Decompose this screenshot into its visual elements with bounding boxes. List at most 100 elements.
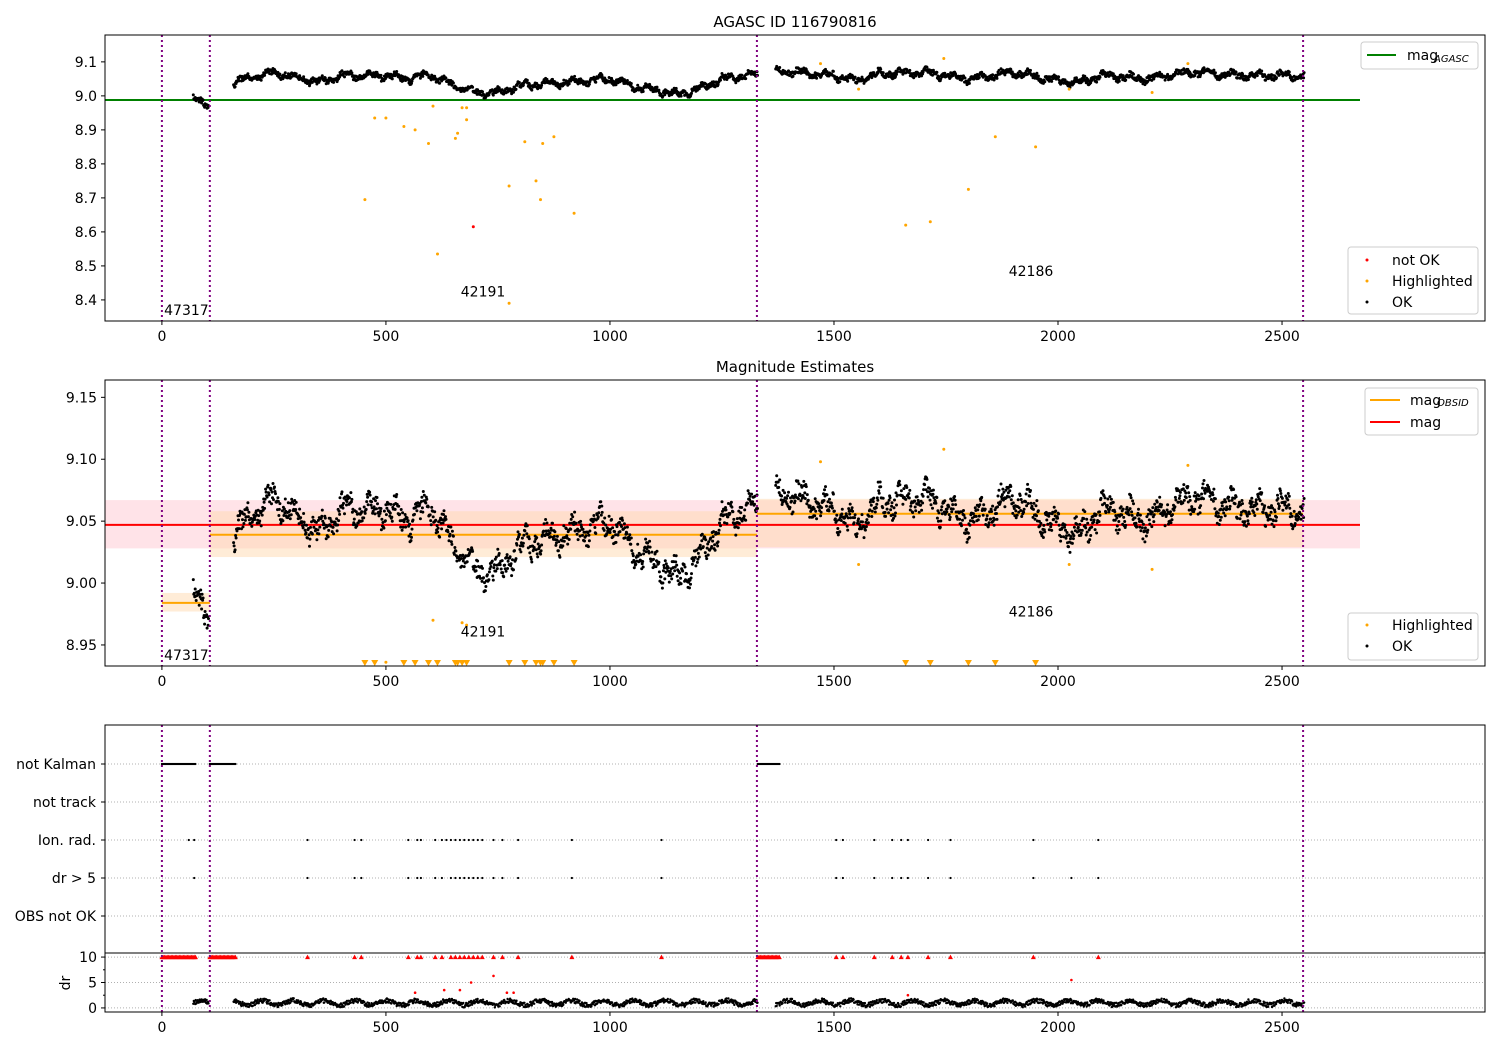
ok-point (886, 501, 890, 505)
ok-point (1224, 500, 1228, 504)
ok-point (1184, 496, 1188, 500)
ok-point (297, 522, 301, 526)
highlighted-point (373, 116, 377, 120)
ok-point (995, 76, 999, 80)
ok-point (1220, 504, 1224, 508)
ok-point (838, 530, 842, 534)
ok-point (449, 540, 453, 544)
ok-point (618, 520, 621, 524)
ok-point (881, 506, 885, 510)
dr-point (317, 999, 320, 1002)
ok-point (852, 521, 856, 525)
ok-point (1107, 508, 1111, 512)
ok-point (887, 511, 891, 515)
ok-point (607, 514, 611, 518)
flag-point (472, 838, 475, 842)
ok-point (471, 85, 475, 89)
ok-point (899, 489, 903, 493)
highlighted-below-range-marker (433, 660, 441, 666)
ok-point (643, 545, 647, 549)
ok-point (1158, 495, 1162, 499)
ok-point (611, 535, 615, 538)
ok-point (740, 506, 744, 509)
ok-point (1188, 498, 1192, 502)
ok-point (415, 509, 419, 513)
ok-point (343, 75, 346, 79)
flag-point (193, 838, 196, 842)
highlighted-point (507, 184, 511, 188)
ok-point (200, 101, 204, 105)
ok-point (425, 497, 429, 501)
ok-point (1020, 500, 1024, 504)
ok-point (421, 490, 425, 493)
ok-point (1085, 530, 1089, 534)
ok-point (689, 576, 693, 580)
ok-point (1228, 507, 1232, 511)
ok-point (790, 499, 793, 503)
ok-point (350, 497, 354, 501)
ok-point (976, 508, 980, 512)
ok-point (789, 496, 792, 500)
ok-point (846, 516, 850, 520)
ok-point (692, 558, 696, 562)
ok-point (1289, 512, 1293, 516)
dr-point (240, 1004, 243, 1008)
ok-point (1155, 500, 1159, 504)
ok-point (1163, 510, 1167, 514)
ok-point (326, 535, 330, 539)
ok-point (1270, 504, 1273, 508)
ok-point (850, 506, 854, 510)
ok-point (896, 70, 899, 74)
ok-point (453, 546, 457, 549)
flag-point (891, 876, 894, 880)
ok-point (1035, 514, 1038, 518)
ok-point (838, 516, 842, 520)
ok-point (868, 508, 872, 512)
ok-point (535, 536, 539, 540)
ok-point (1169, 510, 1172, 514)
ok-point (1047, 514, 1051, 518)
ok-point (569, 527, 573, 531)
ok-point (1277, 73, 1281, 77)
ok-point (1247, 512, 1251, 516)
ok-point (1095, 531, 1099, 535)
ok-point (1202, 497, 1205, 501)
ok-point (1213, 71, 1217, 75)
ok-point (996, 505, 999, 509)
ok-point (1144, 534, 1148, 538)
ok-point (740, 519, 744, 523)
ok-point (502, 92, 506, 96)
ok-point (1048, 512, 1052, 515)
ok-point (644, 550, 648, 554)
ok-point (350, 71, 354, 75)
ok-point (636, 554, 640, 558)
ok-point (1117, 528, 1121, 532)
ok-point (781, 488, 785, 492)
ok-point (362, 505, 366, 509)
ok-point (893, 498, 896, 502)
ok-point (1063, 525, 1066, 529)
ok-point (1157, 505, 1161, 509)
flag-point (949, 838, 952, 842)
ok-point (623, 536, 627, 540)
ok-point (1136, 511, 1140, 515)
ok-point (732, 517, 736, 521)
ok-point (274, 492, 277, 496)
ok-point (302, 520, 306, 524)
ok-point (342, 501, 345, 505)
ok-point (272, 71, 275, 75)
ok-point (588, 523, 592, 527)
ok-point (568, 521, 572, 525)
highlighted-below-range-marker (454, 660, 462, 666)
ok-point (571, 515, 575, 519)
dr-point (255, 1002, 258, 1005)
ok-point (336, 523, 340, 527)
ok-point (1145, 530, 1149, 534)
ok-point (579, 523, 583, 527)
ok-point (920, 508, 924, 512)
ok-point (869, 503, 873, 507)
ok-point (1084, 533, 1088, 537)
ok-point (1138, 525, 1142, 529)
ok-point (1133, 516, 1137, 520)
flag-point (353, 876, 356, 880)
